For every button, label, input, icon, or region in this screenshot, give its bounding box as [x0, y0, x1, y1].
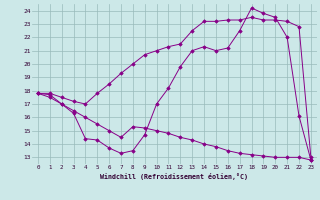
X-axis label: Windchill (Refroidissement éolien,°C): Windchill (Refroidissement éolien,°C) [100, 173, 248, 180]
